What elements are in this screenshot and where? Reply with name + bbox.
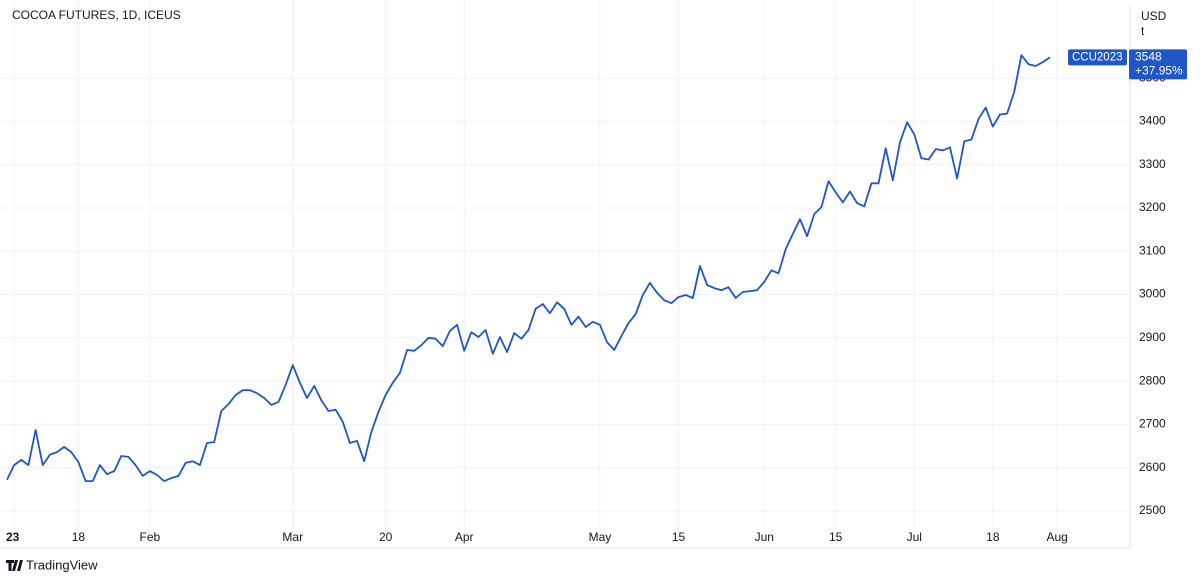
- grid: [0, 0, 1130, 548]
- x-tick-label: 20: [379, 530, 393, 544]
- x-tick-label: Aug: [1046, 530, 1067, 544]
- x-tick-label: Apr: [455, 530, 474, 544]
- y-tick-label: 2500: [1139, 503, 1166, 517]
- x-tick-label: Jul: [907, 530, 922, 544]
- price-line: [6, 54, 1051, 482]
- currency: USD: [1141, 9, 1167, 23]
- y-tick-label: 3300: [1139, 157, 1166, 171]
- y-tick-label: 2800: [1139, 373, 1166, 387]
- y-tick-label: 2900: [1139, 330, 1166, 344]
- x-tick-label: Mar: [282, 530, 303, 544]
- series-name-box: [1068, 49, 1127, 66]
- brand: TradingView: [26, 557, 98, 572]
- x-tick-label: Feb: [140, 530, 161, 544]
- y-tick-label: 2700: [1139, 417, 1166, 431]
- x-tick-label: 18: [72, 530, 86, 544]
- plot: [6, 54, 1051, 482]
- x-tick-label: Jun: [755, 530, 774, 544]
- last-price: 3548: [1135, 50, 1162, 64]
- chart-title: COCOA FUTURES, 1D, ICEUS: [12, 8, 181, 22]
- series-name: CCU2023: [1072, 51, 1123, 63]
- unit: t: [1141, 24, 1145, 38]
- last-price-box: [1129, 49, 1187, 80]
- y-tick-label: 3100: [1139, 243, 1166, 257]
- x-tick-label: 18: [986, 530, 1000, 544]
- change-label: +37.95%: [1135, 64, 1183, 78]
- x-tick-label: 15: [672, 530, 686, 544]
- x-tick-label: 23: [6, 530, 20, 544]
- y-tick-label: 3400: [1139, 114, 1166, 128]
- y-tick-label: 2600: [1139, 460, 1166, 474]
- x-tick-label: 15: [829, 530, 843, 544]
- y-tick-label: 3000: [1139, 287, 1166, 301]
- y-tick-label: 3200: [1139, 200, 1166, 214]
- x-tick-label: May: [589, 530, 612, 544]
- brand-logo: [6, 560, 23, 571]
